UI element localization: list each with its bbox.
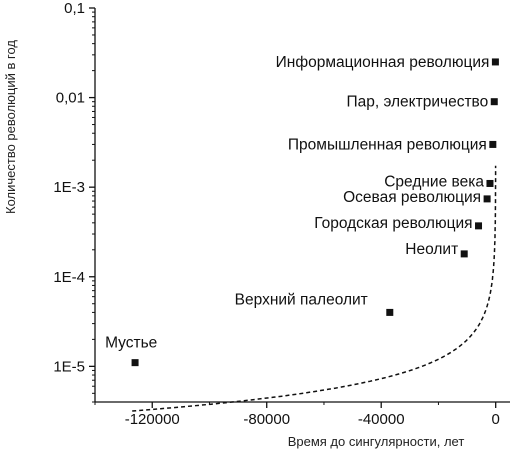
point-label: Верхний палеолит <box>235 291 368 308</box>
data-point <box>489 140 497 148</box>
y-tick-label: 0,1 <box>64 0 85 17</box>
point-label: Промышленная революция <box>288 136 487 153</box>
y-axis-title: Количество революций в год <box>3 40 18 214</box>
data-point <box>490 98 498 106</box>
point-label: Средние века <box>384 173 484 190</box>
data-point <box>491 58 499 66</box>
x-tick-label: -80000 <box>243 411 290 428</box>
x-tick-label: 0 <box>492 411 500 428</box>
x-axis-title: Время до сингулярности, лет <box>288 434 465 449</box>
data-point <box>475 222 483 230</box>
point-label: Мустье <box>105 335 157 352</box>
y-tick-label: 1E-4 <box>53 269 85 286</box>
y-tick-label: 1E-5 <box>53 358 85 375</box>
point-label: Городская революция <box>314 215 472 232</box>
x-ticks: -120000 -80000 -40000 0 <box>94 402 500 428</box>
point-label: Пар, электричество <box>346 94 488 111</box>
data-points <box>131 58 499 367</box>
y-tick-label: 0,01 <box>56 90 85 107</box>
point-labels: Мустье Верхний палеолит Неолит Городская ре… <box>105 54 489 352</box>
x-tick-label: -40000 <box>358 411 405 428</box>
y-tick-label: 1E-3 <box>53 179 85 196</box>
point-label: Осевая революция <box>343 189 481 206</box>
data-point <box>486 179 494 187</box>
data-point <box>131 359 139 367</box>
data-point <box>460 250 468 258</box>
y-ticks: 0,1 0,01 1E-3 1E-4 1E-5 <box>53 0 95 403</box>
axes <box>94 8 510 403</box>
point-label: Неолит <box>405 241 458 258</box>
trend-line <box>132 165 497 412</box>
x-tick-label: -120000 <box>125 411 180 428</box>
data-point <box>386 308 394 316</box>
data-point <box>483 195 491 203</box>
point-label: Информационная революция <box>276 54 490 71</box>
